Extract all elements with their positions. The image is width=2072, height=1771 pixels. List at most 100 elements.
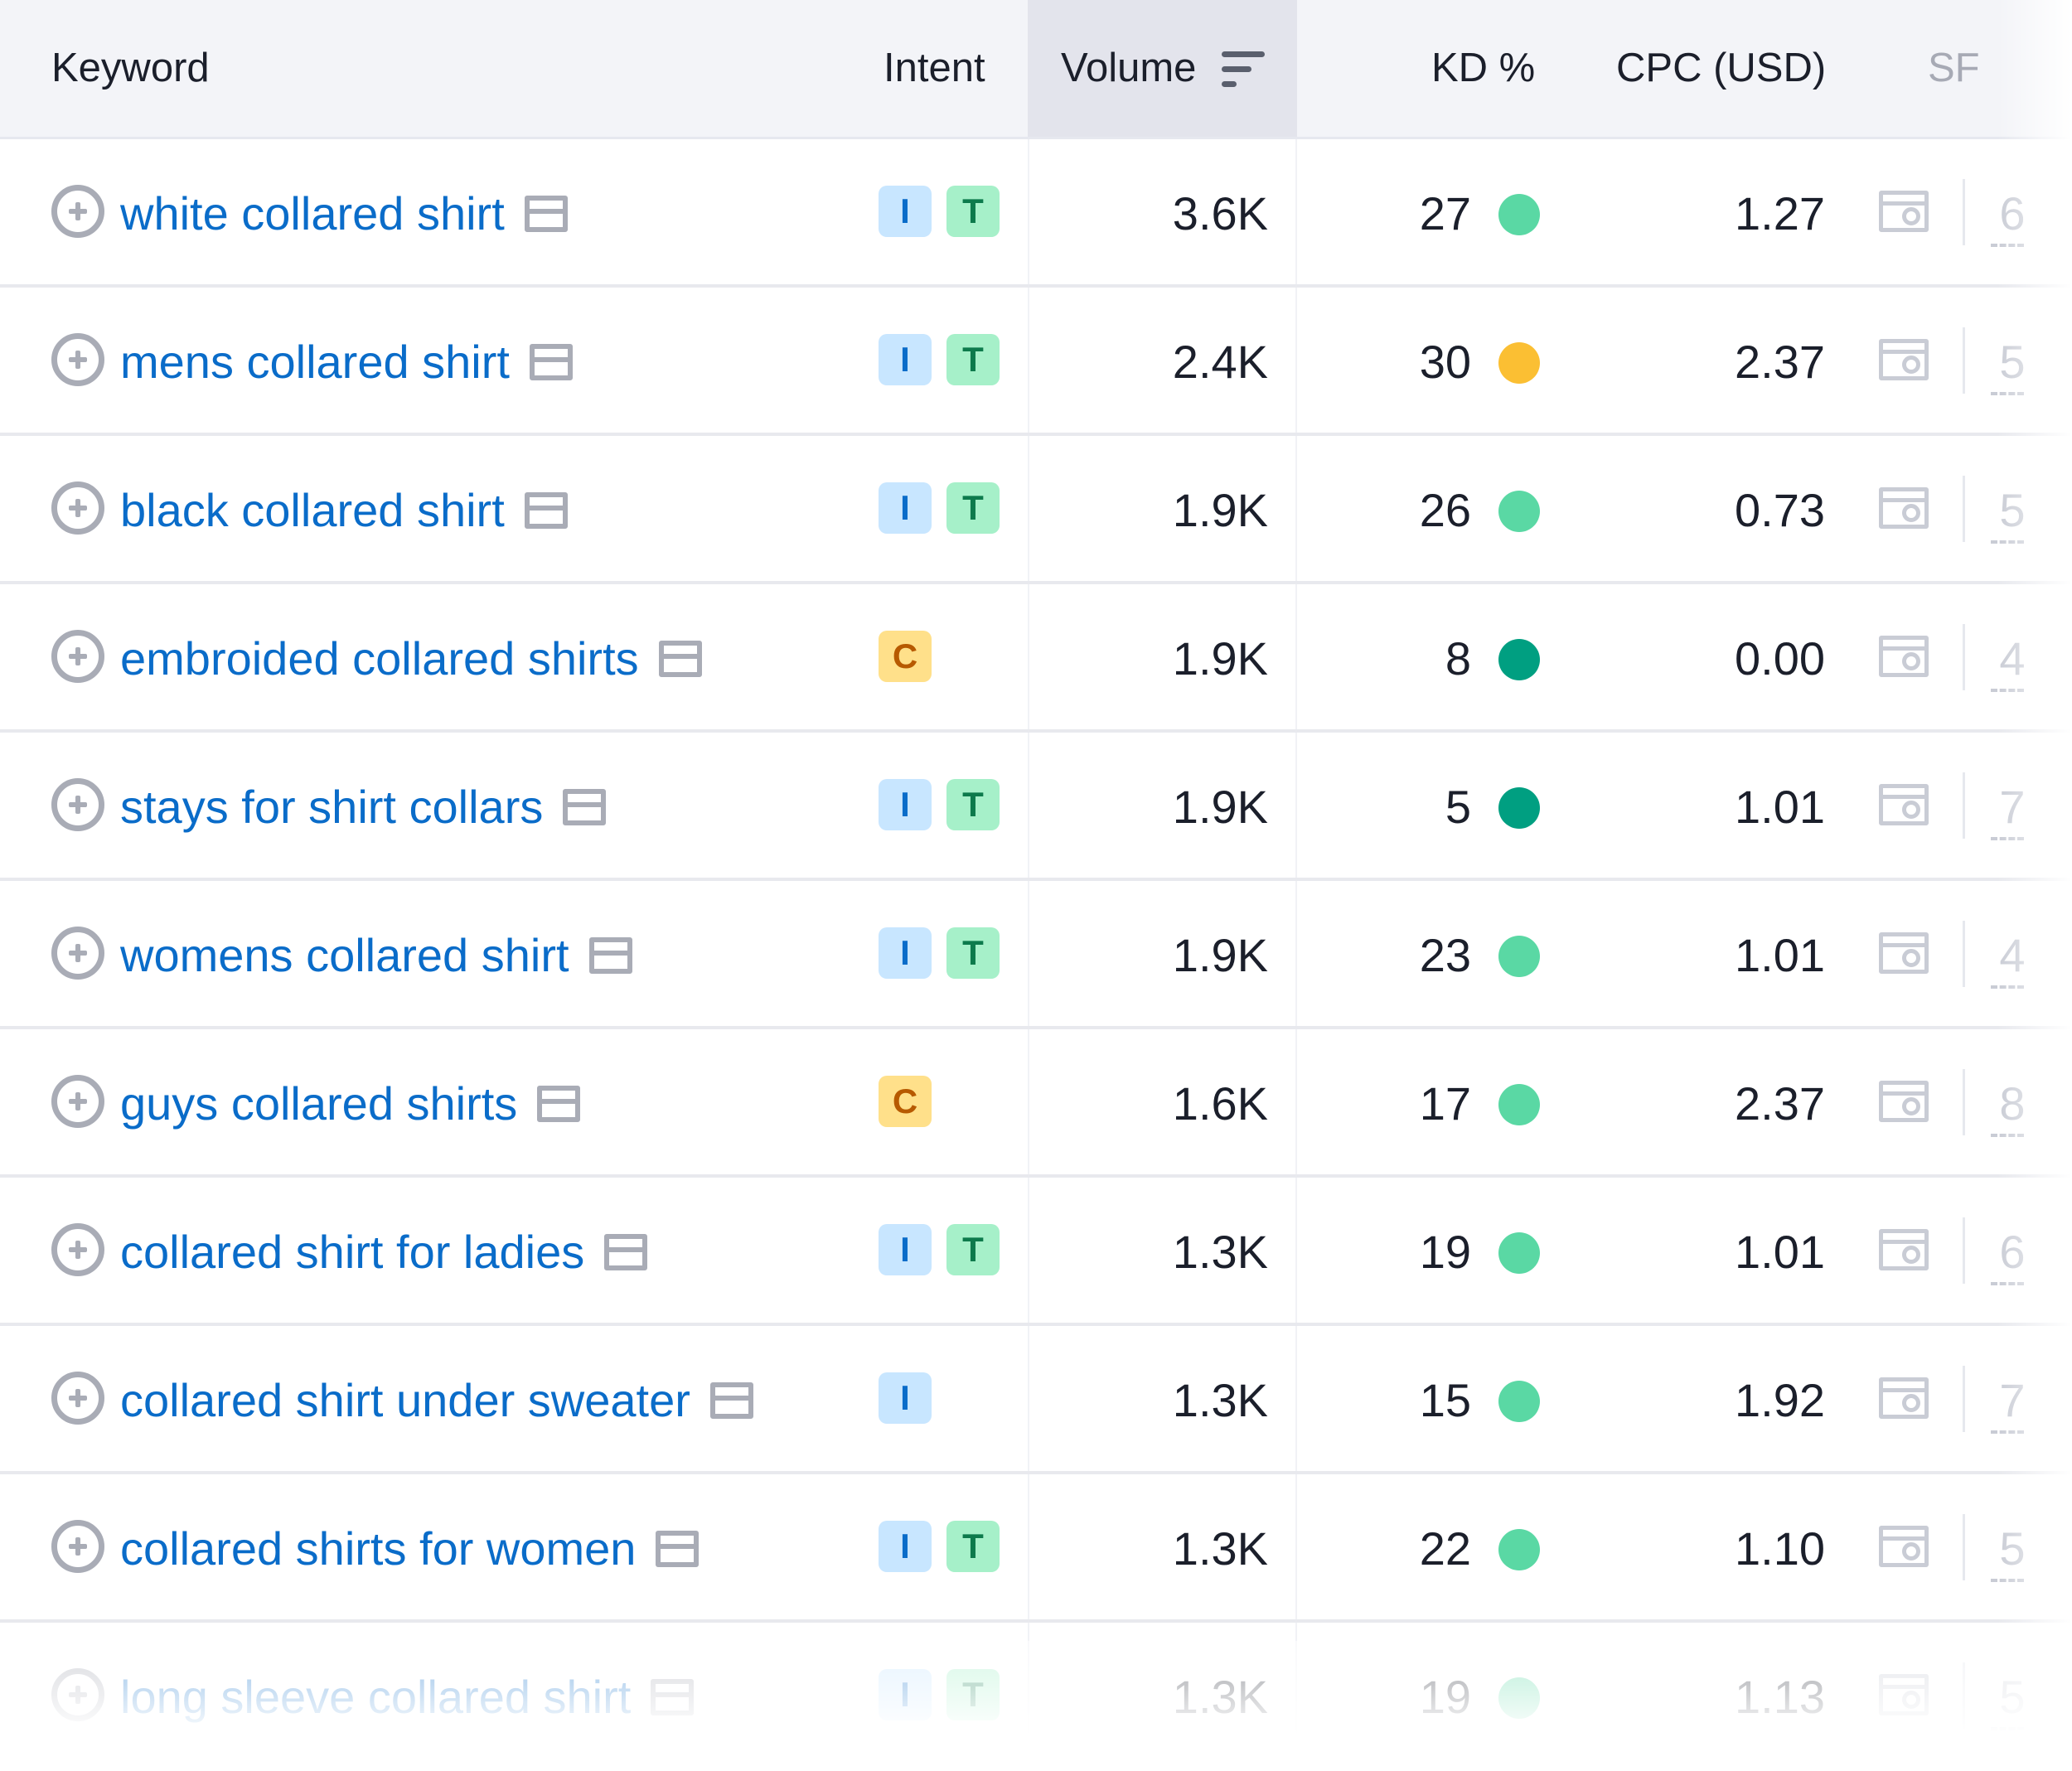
keyword-link[interactable]: collared shirt for ladies — [120, 1226, 585, 1278]
serp-snapshot-icon[interactable] — [524, 491, 568, 529]
intent-badges: I — [879, 1372, 932, 1424]
keyword-cell: guys collared shirts — [120, 1029, 581, 1178]
keyword-column-header[interactable]: Keyword — [51, 46, 210, 90]
volume-column-header[interactable]: Volume — [1061, 46, 1197, 90]
keyword-link[interactable]: mens collared shirt — [120, 336, 510, 388]
kd-column-header[interactable]: KD % — [1431, 46, 1536, 90]
volume-value: 1.6K — [1172, 1077, 1268, 1130]
intent-column-header[interactable]: Intent — [884, 46, 985, 90]
keyword-link[interactable]: womens collared shirt — [120, 929, 569, 981]
intent-badges: C — [879, 1076, 932, 1127]
volume-value: 1.3K — [1172, 1226, 1268, 1278]
kd-indicator-dot — [1498, 1381, 1540, 1422]
cpc-value: 1.01 — [1735, 781, 1825, 833]
serp-snapshot-icon[interactable] — [604, 1233, 648, 1270]
intent-badge[interactable]: I — [879, 1372, 932, 1424]
view-serp-icon[interactable] — [1879, 784, 1929, 827]
serp-snapshot-icon[interactable] — [656, 1530, 700, 1567]
keyword-cell: collared shirt for ladies — [120, 1178, 648, 1326]
kd-value: 15 — [1419, 1374, 1471, 1426]
view-serp-icon[interactable] — [1879, 1229, 1929, 1272]
keyword-link[interactable]: black collared shirt — [120, 484, 505, 536]
intent-badge[interactable]: C — [879, 631, 932, 682]
keyword-link[interactable]: collared shirts for women — [120, 1522, 637, 1575]
serp-snapshot-icon[interactable] — [524, 195, 568, 232]
add-to-list-icon[interactable] — [51, 481, 104, 535]
keyword-link[interactable]: collared shirt under sweater — [120, 1374, 690, 1426]
volume-value: 1.9K — [1172, 632, 1268, 685]
add-to-list-icon[interactable] — [51, 333, 104, 386]
view-serp-icon[interactable] — [1879, 339, 1929, 382]
intent-badge[interactable]: T — [946, 779, 1000, 830]
add-to-list-icon[interactable] — [51, 1372, 104, 1425]
view-serp-icon[interactable] — [1879, 191, 1929, 234]
intent-badge[interactable]: T — [946, 1224, 1000, 1275]
sort-descending-icon[interactable] — [1222, 51, 1265, 88]
keyword-cell: embroided collared shirts — [120, 584, 702, 733]
intent-badge[interactable]: T — [946, 186, 1000, 237]
intent-badge[interactable]: T — [946, 927, 1000, 979]
serp-snapshot-icon[interactable] — [563, 788, 607, 825]
sf-divider — [1963, 327, 1965, 394]
view-serp-icon[interactable] — [1879, 932, 1929, 975]
add-to-list-icon[interactable] — [51, 927, 104, 980]
intent-badge[interactable]: T — [946, 482, 1000, 534]
intent-badge[interactable]: C — [879, 1076, 932, 1127]
keyword-link[interactable]: white collared shirt — [120, 187, 505, 240]
intent-badge[interactable]: T — [946, 334, 1000, 385]
sf-column-header[interactable]: SF — [1928, 46, 1980, 90]
serp-snapshot-icon[interactable] — [537, 1085, 581, 1122]
intent-badge[interactable]: I — [879, 186, 932, 237]
cpc-value: 2.37 — [1735, 336, 1825, 388]
cpc-value: 1.01 — [1735, 1226, 1825, 1278]
add-to-list-icon[interactable] — [51, 1223, 104, 1276]
intent-badge[interactable]: I — [879, 779, 932, 830]
keyword-link[interactable]: guys collared shirts — [120, 1077, 518, 1130]
serp-snapshot-icon[interactable] — [658, 640, 702, 677]
cpc-column-header[interactable]: CPC (USD) — [1616, 46, 1827, 90]
add-to-list-icon[interactable] — [51, 630, 104, 683]
add-to-list-icon[interactable] — [51, 778, 104, 831]
intent-badge[interactable]: I — [879, 927, 932, 979]
intent-badge[interactable]: I — [879, 1224, 932, 1275]
view-serp-icon[interactable] — [1879, 1526, 1929, 1569]
keyword-cell: collared shirt under sweater — [120, 1326, 753, 1474]
intent-badge[interactable]: T — [946, 1521, 1000, 1572]
sf-divider — [1963, 476, 1965, 542]
volume-value: 1.9K — [1172, 781, 1268, 833]
add-to-list-icon[interactable] — [51, 1075, 104, 1128]
kd-indicator-dot — [1498, 936, 1540, 977]
cpc-value: 1.27 — [1735, 187, 1825, 240]
serp-snapshot-icon[interactable] — [588, 936, 632, 974]
keyword-link[interactable]: embroided collared shirts — [120, 632, 639, 685]
add-to-list-icon[interactable] — [51, 1520, 104, 1573]
sf-divider — [1963, 624, 1965, 690]
intent-badge[interactable]: I — [879, 482, 932, 534]
add-to-list-icon[interactable] — [51, 185, 104, 238]
intent-badge[interactable]: I — [879, 334, 932, 385]
cpc-value: 1.92 — [1735, 1374, 1825, 1426]
view-serp-icon[interactable] — [1879, 487, 1929, 530]
serp-snapshot-icon[interactable] — [529, 343, 573, 380]
view-serp-icon[interactable] — [1879, 636, 1929, 679]
kd-value: 17 — [1419, 1077, 1471, 1130]
sf-divider — [1963, 1514, 1965, 1580]
keyword-link[interactable]: stays for shirt collars — [120, 781, 544, 833]
right-edge-fade — [1997, 0, 2072, 1738]
kd-indicator-dot — [1498, 1232, 1540, 1274]
keyword-cell: stays for shirt collars — [120, 733, 607, 881]
serp-snapshot-icon[interactable] — [709, 1381, 753, 1419]
keyword-cell: womens collared shirt — [120, 881, 632, 1029]
intent-badges: C — [879, 631, 932, 682]
view-serp-icon[interactable] — [1879, 1377, 1929, 1420]
volume-value: 1.3K — [1172, 1522, 1268, 1575]
view-serp-icon[interactable] — [1879, 1081, 1929, 1124]
intent-badge[interactable]: I — [879, 1521, 932, 1572]
